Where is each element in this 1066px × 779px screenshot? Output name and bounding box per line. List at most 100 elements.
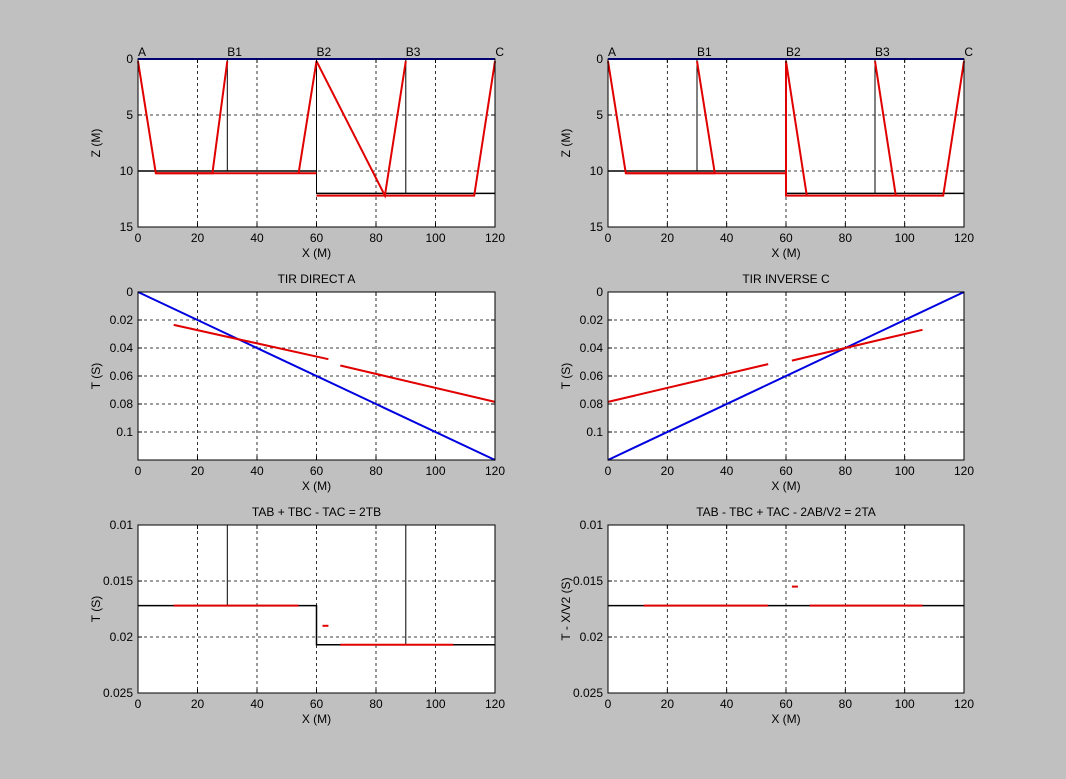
x-tick-label: 0 <box>135 231 142 245</box>
y-axis-label: T (S) <box>89 596 103 622</box>
x-tick-label: 40 <box>720 464 734 478</box>
x-tick-label: 40 <box>250 464 264 478</box>
x-tick-label: 60 <box>310 464 324 478</box>
y-tick-label: 5 <box>596 108 603 122</box>
y-axis-label: Z (M) <box>559 129 573 158</box>
x-tick-label: 0 <box>605 697 612 711</box>
y-tick-label: 0 <box>126 52 133 66</box>
point-label: A <box>138 45 146 59</box>
y-tick-label: 0.04 <box>110 341 134 355</box>
x-tick-label: 120 <box>954 464 974 478</box>
x-axis-label: X (M) <box>771 712 800 726</box>
y-tick-label: 0.015 <box>103 574 133 588</box>
series-line-red <box>316 61 496 197</box>
point-label: B2 <box>786 45 801 59</box>
y-axis-label: Z (M) <box>89 129 103 158</box>
x-tick-label: 20 <box>661 464 675 478</box>
series-line-red <box>791 328 923 362</box>
y-tick-label: 10 <box>120 164 134 178</box>
panel-model-right: 0 20 40 60 80 100 120 0 5 10 15 X (M) Z (M) A B1 B2 B3 C <box>559 45 974 260</box>
y-axis-label: T (S) <box>89 363 103 389</box>
y-tick-label: 0.02 <box>110 313 134 327</box>
y-tick-label: 0.02 <box>580 630 604 644</box>
series-line-red <box>785 61 807 197</box>
y-axis-label: T (S) <box>559 363 573 389</box>
x-tick-label: 40 <box>720 697 734 711</box>
series-line-red <box>806 61 965 197</box>
y-axis-label: T - X/V2 (S) <box>559 577 573 640</box>
panel-model-left: 0 20 40 60 80 100 120 0 5 10 15 X (M) Z (M) A B1 B2 B3 C <box>89 45 505 260</box>
y-tick-label: 0.01 <box>580 518 604 532</box>
x-tick-label: 80 <box>369 231 383 245</box>
point-label: C <box>964 45 973 59</box>
x-tick-label: 120 <box>954 231 974 245</box>
y-tick-label: 0.06 <box>110 369 134 383</box>
y-tick-label: 5 <box>126 108 133 122</box>
y-tick-label: 0.06 <box>580 369 604 383</box>
panel-sum-left: 0 20 40 60 80 100 120 0.01 0.015 0.02 0.025 X (M) T … <box>89 505 505 726</box>
y-tick-label: 0.1 <box>586 425 603 439</box>
y-tick-label: 0.1 <box>116 425 133 439</box>
x-tick-label: 40 <box>250 697 264 711</box>
x-tick-label: 20 <box>191 464 205 478</box>
point-label: B1 <box>227 45 242 59</box>
x-tick-label: 120 <box>954 697 974 711</box>
x-tick-label: 0 <box>605 464 612 478</box>
x-axis-label: X (M) <box>771 246 800 260</box>
y-tick-label: 0.08 <box>580 397 604 411</box>
series-line-blue <box>137 291 496 461</box>
x-tick-label: 0 <box>135 697 142 711</box>
series-line-red <box>607 363 769 403</box>
x-tick-label: 80 <box>369 697 383 711</box>
x-tick-label: 60 <box>310 697 324 711</box>
x-tick-label: 60 <box>310 231 324 245</box>
x-tick-label: 80 <box>839 464 853 478</box>
point-label: B3 <box>406 45 421 59</box>
x-tick-label: 100 <box>895 464 915 478</box>
series-line-red <box>785 61 808 196</box>
x-tick-label: 100 <box>895 231 915 245</box>
chart-title: TAB + TBC - TAC = 2TB <box>252 505 381 519</box>
panel-direct-a: 0 20 40 60 80 100 120 0 0.02 0.04 0.06 0.08 0.1 X (M)… <box>89 272 505 493</box>
panel-sum-right: 0 20 40 60 80 100 120 0.01 0.015 0.02 0.025 X (M) T … <box>559 505 974 726</box>
x-tick-label: 20 <box>191 697 205 711</box>
y-tick-label: 0.015 <box>573 574 603 588</box>
series-line-red <box>173 323 329 361</box>
x-tick-label: 40 <box>720 231 734 245</box>
chart-title: TIR DIRECT A <box>278 272 356 286</box>
point-label: C <box>495 45 504 59</box>
y-tick-label: 0.08 <box>110 397 134 411</box>
y-tick-label: 10 <box>590 164 604 178</box>
x-tick-label: 100 <box>425 464 445 478</box>
chart-title: TIR INVERSE C <box>742 272 830 286</box>
x-tick-label: 120 <box>485 231 505 245</box>
y-tick-label: 0.01 <box>110 518 134 532</box>
x-axis-label: X (M) <box>771 479 800 493</box>
x-tick-label: 120 <box>485 464 505 478</box>
x-tick-label: 60 <box>779 697 793 711</box>
y-tick-label: 0 <box>596 285 603 299</box>
x-tick-label: 20 <box>661 231 675 245</box>
series-line-blue <box>607 291 965 461</box>
chart-title: TAB - TBC + TAC - 2AB/V2 = 2TA <box>696 505 876 519</box>
x-tick-label: 120 <box>485 697 505 711</box>
series-line-red <box>340 364 496 403</box>
point-label: B1 <box>697 45 712 59</box>
series-line-red <box>874 61 897 196</box>
x-tick-label: 80 <box>839 231 853 245</box>
x-tick-label: 60 <box>779 231 793 245</box>
y-tick-label: 0.025 <box>573 686 603 700</box>
point-label: B3 <box>875 45 890 59</box>
y-tick-label: 15 <box>120 220 134 234</box>
y-tick-label: 15 <box>590 220 604 234</box>
x-tick-label: 100 <box>425 231 445 245</box>
y-tick-label: 0 <box>596 52 603 66</box>
point-label: B2 <box>317 45 332 59</box>
point-label: A <box>608 45 616 59</box>
y-tick-label: 0.02 <box>110 630 134 644</box>
x-tick-label: 0 <box>605 231 612 245</box>
x-tick-label: 60 <box>779 464 793 478</box>
series-line-red <box>297 61 318 174</box>
y-tick-label: 0 <box>126 285 133 299</box>
